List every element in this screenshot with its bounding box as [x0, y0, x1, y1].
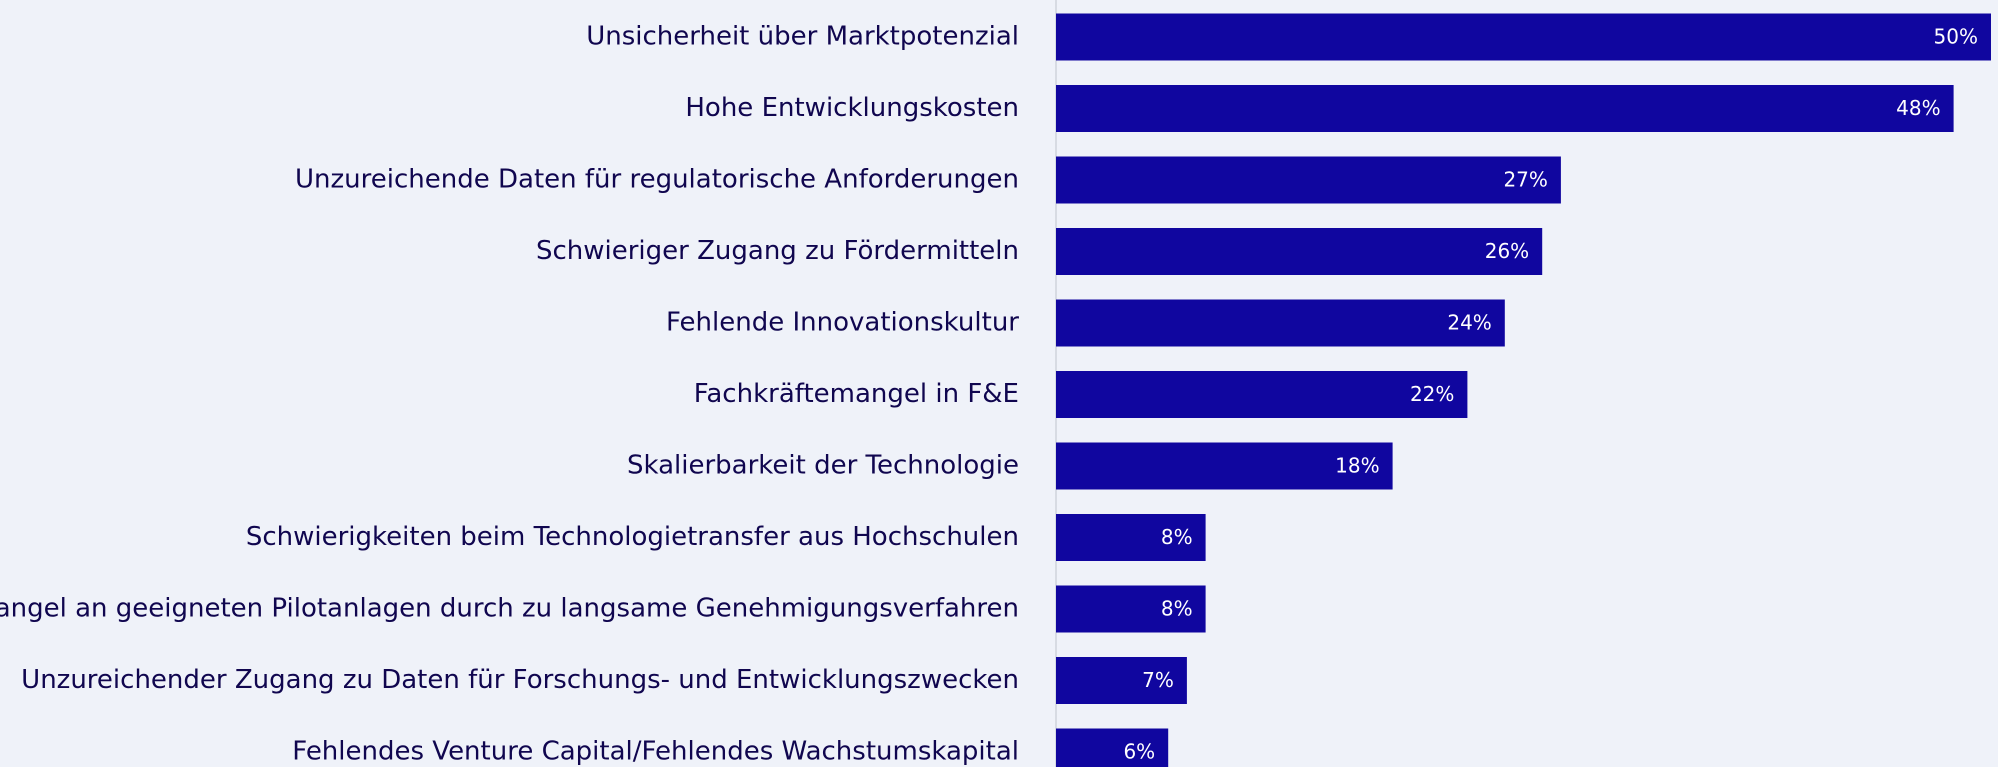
category-label: Skalierbarkeit der Technologie	[627, 451, 1019, 481]
category-label: Unsicherheit über Marktpotenzial	[586, 22, 1019, 52]
value-label: 8%	[1161, 525, 1193, 549]
value-label: 18%	[1335, 454, 1379, 478]
value-label: 50%	[1934, 25, 1978, 49]
category-label: Fehlende Innovationskultur	[666, 308, 1019, 338]
category-label: Mangel an geeigneten Pilotanlagen durch …	[0, 594, 1019, 624]
value-label: 24%	[1447, 311, 1491, 335]
bar	[1056, 13, 1991, 61]
category-label: Unzureichende Daten für regulatorische A…	[295, 165, 1019, 195]
value-label: 6%	[1123, 740, 1155, 764]
bar	[1056, 85, 1954, 132]
bar	[1056, 585, 1206, 633]
bar	[1056, 442, 1393, 490]
category-label: Unzureichender Zugang zu Daten für Forsc…	[21, 665, 1019, 695]
value-label: 22%	[1410, 382, 1454, 406]
category-label: Fehlendes Venture Capital/Fehlendes Wach…	[292, 737, 1019, 767]
bar	[1056, 156, 1561, 204]
value-label: 26%	[1485, 239, 1529, 263]
bar	[1056, 299, 1505, 347]
bar	[1056, 228, 1543, 275]
bar	[1056, 514, 1206, 561]
bar	[1056, 657, 1187, 704]
category-label: Schwieriger Zugang zu Fördermitteln	[536, 236, 1019, 266]
category-label: Fachkräftemangel in F&E	[694, 379, 1019, 409]
category-label: Hohe Entwicklungskosten	[685, 93, 1019, 123]
category-label: Schwierigkeiten beim Technologietransfer…	[246, 522, 1019, 552]
bar	[1056, 728, 1169, 767]
value-label: 7%	[1142, 668, 1174, 692]
bar	[1056, 371, 1468, 418]
value-label: 8%	[1161, 597, 1193, 621]
value-label: 27%	[1503, 168, 1547, 192]
value-label: 48%	[1896, 96, 1940, 120]
